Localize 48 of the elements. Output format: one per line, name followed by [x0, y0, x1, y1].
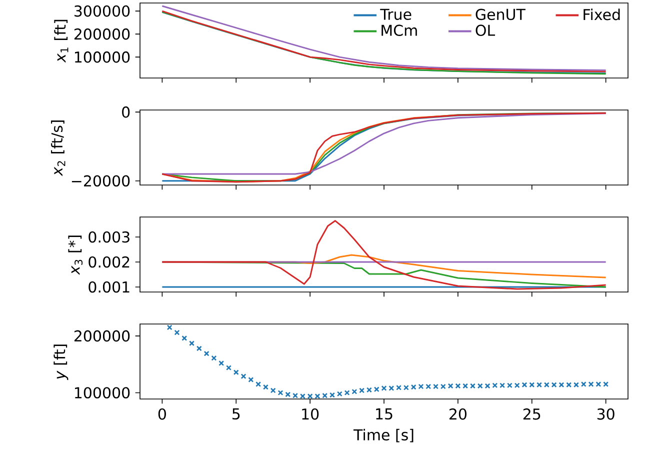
- x-tick-label: 10: [302, 408, 319, 420]
- point: [248, 376, 254, 382]
- point: [256, 381, 262, 387]
- point: [211, 355, 217, 361]
- y-tick-label: 200000: [74, 28, 130, 40]
- y-tick-label: −20000: [72, 175, 130, 187]
- point: [189, 340, 195, 346]
- y-tick-label: 0.002: [88, 256, 130, 268]
- point: [352, 388, 358, 394]
- line-series: [161, 220, 607, 290]
- point: [270, 388, 276, 394]
- x-tick-label: 20: [450, 408, 466, 420]
- point: [344, 390, 350, 396]
- point: [226, 365, 232, 370]
- point: [285, 392, 291, 398]
- y-axis-title: x$_{3}$ [*]: [68, 236, 83, 276]
- y-tick-label: 0: [122, 106, 130, 118]
- y-tick-label: 200000: [74, 330, 130, 342]
- legend-label: GenUT: [476, 8, 526, 20]
- point: [278, 390, 284, 396]
- point: [204, 350, 210, 356]
- point: [240, 374, 246, 380]
- point: [218, 360, 224, 366]
- legend-label: MCm: [382, 24, 417, 36]
- y-axis-title: x$_{1}$ [ft]: [54, 20, 68, 63]
- x-tick-label: 0: [158, 408, 166, 420]
- point: [233, 370, 239, 376]
- y-axis-title: x$_{2}$ [ft/s]: [51, 120, 66, 176]
- x-tick-label: 5: [232, 408, 240, 420]
- x-tick-label: 15: [376, 408, 392, 420]
- legend-label: OL: [476, 24, 496, 36]
- y-tick-label: 100000: [75, 387, 130, 398]
- legend-label: True: [380, 8, 412, 20]
- y-tick-label: 100000: [75, 51, 130, 63]
- y-axis-title: y [ft]: [54, 344, 68, 380]
- point: [174, 330, 180, 336]
- point: [166, 324, 172, 330]
- point: [182, 335, 188, 341]
- y-tick-label: 0.001: [88, 281, 130, 293]
- point: [262, 384, 268, 390]
- point: [196, 346, 202, 352]
- y-tick-label: 300000: [74, 5, 130, 17]
- x-tick-label: 25: [523, 408, 540, 420]
- legend-label: Fixed: [584, 8, 620, 20]
- x-axis-title: Time [s]: [353, 428, 414, 442]
- x-tick-label: 30: [597, 408, 614, 420]
- point: [336, 391, 342, 397]
- y-tick-label: 0.003: [88, 231, 130, 243]
